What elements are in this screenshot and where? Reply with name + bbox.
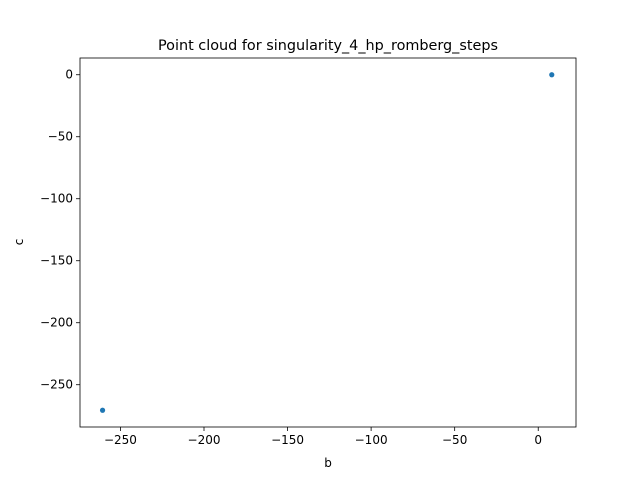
x-tick-label: −150 — [271, 433, 304, 447]
x-tick-label: −200 — [188, 433, 221, 447]
plot-frame — [79, 57, 577, 428]
y-axis-label: c — [12, 239, 26, 246]
chart-title: Point cloud for singularity_4_hp_romberg… — [158, 38, 498, 54]
x-tick-label: −250 — [104, 433, 137, 447]
y-tick-label: −150 — [40, 254, 73, 268]
x-axis-label: b — [324, 456, 332, 470]
data-point — [549, 72, 555, 78]
y-tick-label: −250 — [40, 378, 73, 392]
plot-area: −250 −200 −150 −100 −50 0 0 −50 −100 −150 −200 −250 — [40, 57, 577, 447]
x-tick-label: −100 — [355, 433, 388, 447]
y-tick-label: 0 — [65, 68, 73, 82]
x-tick-label: 0 — [534, 433, 542, 447]
data-point — [99, 407, 106, 413]
y-tick-label: −50 — [48, 130, 73, 144]
x-tick-label: −50 — [442, 433, 467, 447]
y-tick-label: −200 — [40, 316, 73, 330]
y-tick-label: −100 — [40, 192, 73, 206]
